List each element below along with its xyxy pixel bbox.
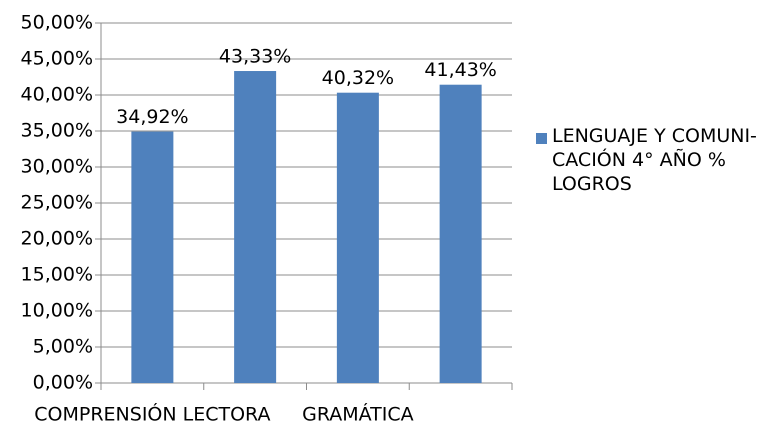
y-tick-label: 10,00% <box>21 300 93 322</box>
bar <box>131 131 174 383</box>
value-label: 43,33% <box>219 46 291 68</box>
x-tick-label: GRAMÁTICA <box>302 403 414 426</box>
x-tick-label: COMPRENSIÓN LECTORA <box>34 402 270 426</box>
value-label: 40,32% <box>322 67 394 89</box>
y-tick-label: 40,00% <box>21 84 93 106</box>
y-tick-label: 25,00% <box>21 192 93 214</box>
y-tick-label: 15,00% <box>21 264 93 286</box>
legend-swatch <box>536 133 547 144</box>
y-tick-label: 45,00% <box>21 48 93 70</box>
legend-label: LENGUAJE Y COMUNI-CACIÓN 4° AÑO % LOGROS <box>552 125 757 195</box>
bar <box>336 92 379 384</box>
y-tick-label: 5,00% <box>33 336 93 358</box>
bar <box>439 84 482 383</box>
value-label: 34,92% <box>116 106 188 128</box>
value-label: 41,43% <box>424 59 496 81</box>
y-tick-label: 35,00% <box>21 120 93 142</box>
legend: LENGUAJE Y COMUNI-CACIÓN 4° AÑO % LOGROS <box>552 125 757 195</box>
y-tick-label: 0,00% <box>33 372 93 394</box>
y-tick-label: 30,00% <box>21 156 93 178</box>
bar <box>234 71 277 384</box>
y-tick-label: 50,00% <box>21 12 93 34</box>
y-tick-label: 20,00% <box>21 228 93 250</box>
